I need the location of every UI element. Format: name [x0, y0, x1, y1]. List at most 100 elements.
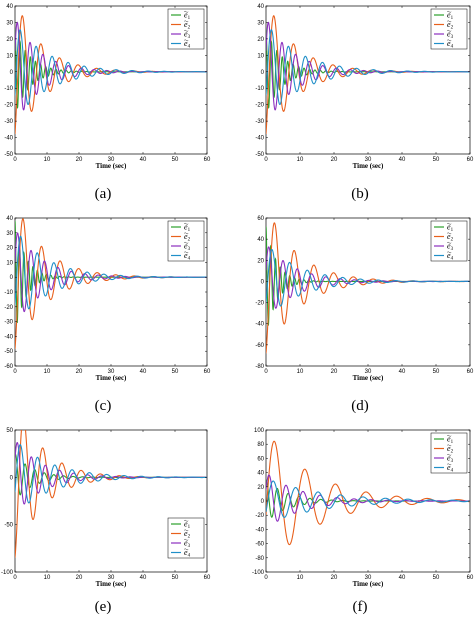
x-tick-label: 30: [108, 575, 115, 581]
chart-panel: 0 10 20 30 40 50 60 60 40 20 0 -20 -40 -60 -80 Time (se…: [255, 216, 474, 414]
legend-tilde: [447, 232, 452, 235]
legend-label: e3: [184, 539, 191, 550]
y-tick-label: -50: [4, 152, 13, 158]
chart-panel: 0 10 20 30 40 50 60 40 30 20 10 0 -10 -20 -30 -40 -50 Tim…: [255, 4, 474, 202]
y-tick-label: -50: [4, 523, 13, 529]
y-tick-label: -30: [4, 119, 13, 125]
legend-tilde: [184, 10, 189, 13]
y-tick-label: -10: [4, 86, 13, 92]
x-tick-label: 60: [204, 369, 211, 375]
y-tick-label: -80: [255, 364, 264, 370]
y-tick-label: 60: [257, 456, 264, 462]
x-tick-label: 40: [140, 369, 147, 375]
legend-label: e4: [447, 39, 454, 50]
y-tick-label: 10: [257, 53, 264, 59]
x-tick-label: 10: [44, 157, 51, 163]
y-tick-label: 10: [6, 260, 13, 266]
x-tick-label: 20: [331, 157, 338, 163]
legend-tilde: [184, 519, 189, 522]
x-tick-label: 40: [399, 369, 406, 375]
x-tick-label: 10: [297, 157, 304, 163]
legend-tilde: [184, 241, 189, 244]
x-tick-label: 60: [204, 157, 211, 163]
x-tick-label: 20: [76, 575, 83, 581]
y-tick-label: 20: [257, 258, 264, 264]
legend-label: e1: [447, 11, 454, 22]
panel-caption: (d): [351, 398, 369, 414]
chart-panel: 0 10 20 30 40 50 60 100 80 60 40 20 0 -20 -40 -60 -80 -10…: [252, 428, 474, 615]
legend-label: e4: [184, 251, 191, 262]
x-tick-label: 60: [467, 157, 474, 163]
y-tick-label: 0: [261, 499, 265, 505]
legend-label: e4: [184, 548, 191, 559]
x-axis-label: Time (sec): [353, 162, 384, 170]
y-tick-label: 50: [6, 428, 13, 434]
series-lines: [266, 222, 470, 354]
x-tick-label: 40: [399, 157, 406, 163]
x-tick-label: 20: [76, 157, 83, 163]
legend-box: [167, 8, 205, 50]
x-tick-label: 20: [331, 369, 338, 375]
x-tick-label: 10: [44, 575, 51, 581]
series-line-e4: [15, 444, 207, 504]
legend-label: e1: [184, 520, 191, 531]
x-tick-label: 10: [44, 369, 51, 375]
x-tick-label: 40: [140, 575, 147, 581]
y-tick-label: 40: [6, 216, 13, 222]
y-tick-label: -60: [255, 542, 264, 548]
legend-tilde: [184, 538, 189, 541]
legend-box: [430, 8, 468, 50]
y-tick-label: -20: [4, 103, 13, 109]
y-tick-label: 0: [10, 475, 14, 481]
x-tick-label: 30: [108, 157, 115, 163]
y-tick-label: -40: [255, 527, 264, 533]
y-tick-label: -30: [4, 320, 13, 326]
panel-caption: (f): [353, 599, 368, 615]
y-tick-label: 0: [261, 279, 265, 285]
x-tick-label: 40: [399, 575, 406, 581]
y-tick-label: 80: [257, 442, 264, 448]
series-line-e4: [15, 235, 207, 310]
chart-panel: 0 10 20 30 40 50 60 40 30 20 10 0 -10 -20 -30 -40 -50 Tim…: [4, 4, 211, 202]
legend-label: e3: [447, 242, 454, 253]
x-tick-label: 10: [297, 575, 304, 581]
y-tick-label: -10: [4, 290, 13, 296]
x-axis-label: Time (sec): [96, 162, 127, 170]
legend-label: e2: [447, 20, 454, 31]
x-tick-label: 0: [264, 157, 268, 163]
x-tick-label: 50: [172, 575, 179, 581]
legend-label: e4: [184, 39, 191, 50]
legend-tilde: [447, 222, 452, 225]
legend-label: e1: [184, 11, 191, 22]
legend-tilde: [447, 20, 452, 23]
x-tick-label: 50: [433, 575, 440, 581]
legend-tilde: [447, 463, 452, 466]
x-tick-label: 60: [467, 369, 474, 375]
x-axis-label: Time (sec): [96, 580, 127, 588]
panel-caption: (e): [95, 599, 112, 615]
y-tick-label: -40: [4, 334, 13, 340]
x-tick-label: 20: [331, 575, 338, 581]
y-tick-label: -40: [255, 136, 264, 142]
y-tick-label: 20: [6, 246, 13, 252]
legend-box: [167, 220, 205, 262]
x-tick-label: 10: [297, 369, 304, 375]
legend-tilde: [184, 251, 189, 254]
panel-caption: (c): [95, 398, 112, 414]
y-tick-label: 10: [6, 53, 13, 59]
legend-tilde: [184, 232, 189, 235]
legend-label: e2: [447, 232, 454, 243]
series-line-e4: [266, 248, 470, 307]
y-tick-label: 30: [6, 231, 13, 237]
x-axis-label: Time (sec): [353, 374, 384, 382]
y-tick-label: 0: [10, 275, 14, 281]
y-tick-label: -50: [255, 152, 264, 158]
y-tick-label: -20: [255, 301, 264, 307]
y-tick-label: -100: [1, 570, 14, 576]
chart-panel: 0 10 20 30 40 50 60 50 0 -50 -100 Time (sec) e1e2e3e…: [1, 428, 211, 615]
legend-tilde: [184, 29, 189, 32]
